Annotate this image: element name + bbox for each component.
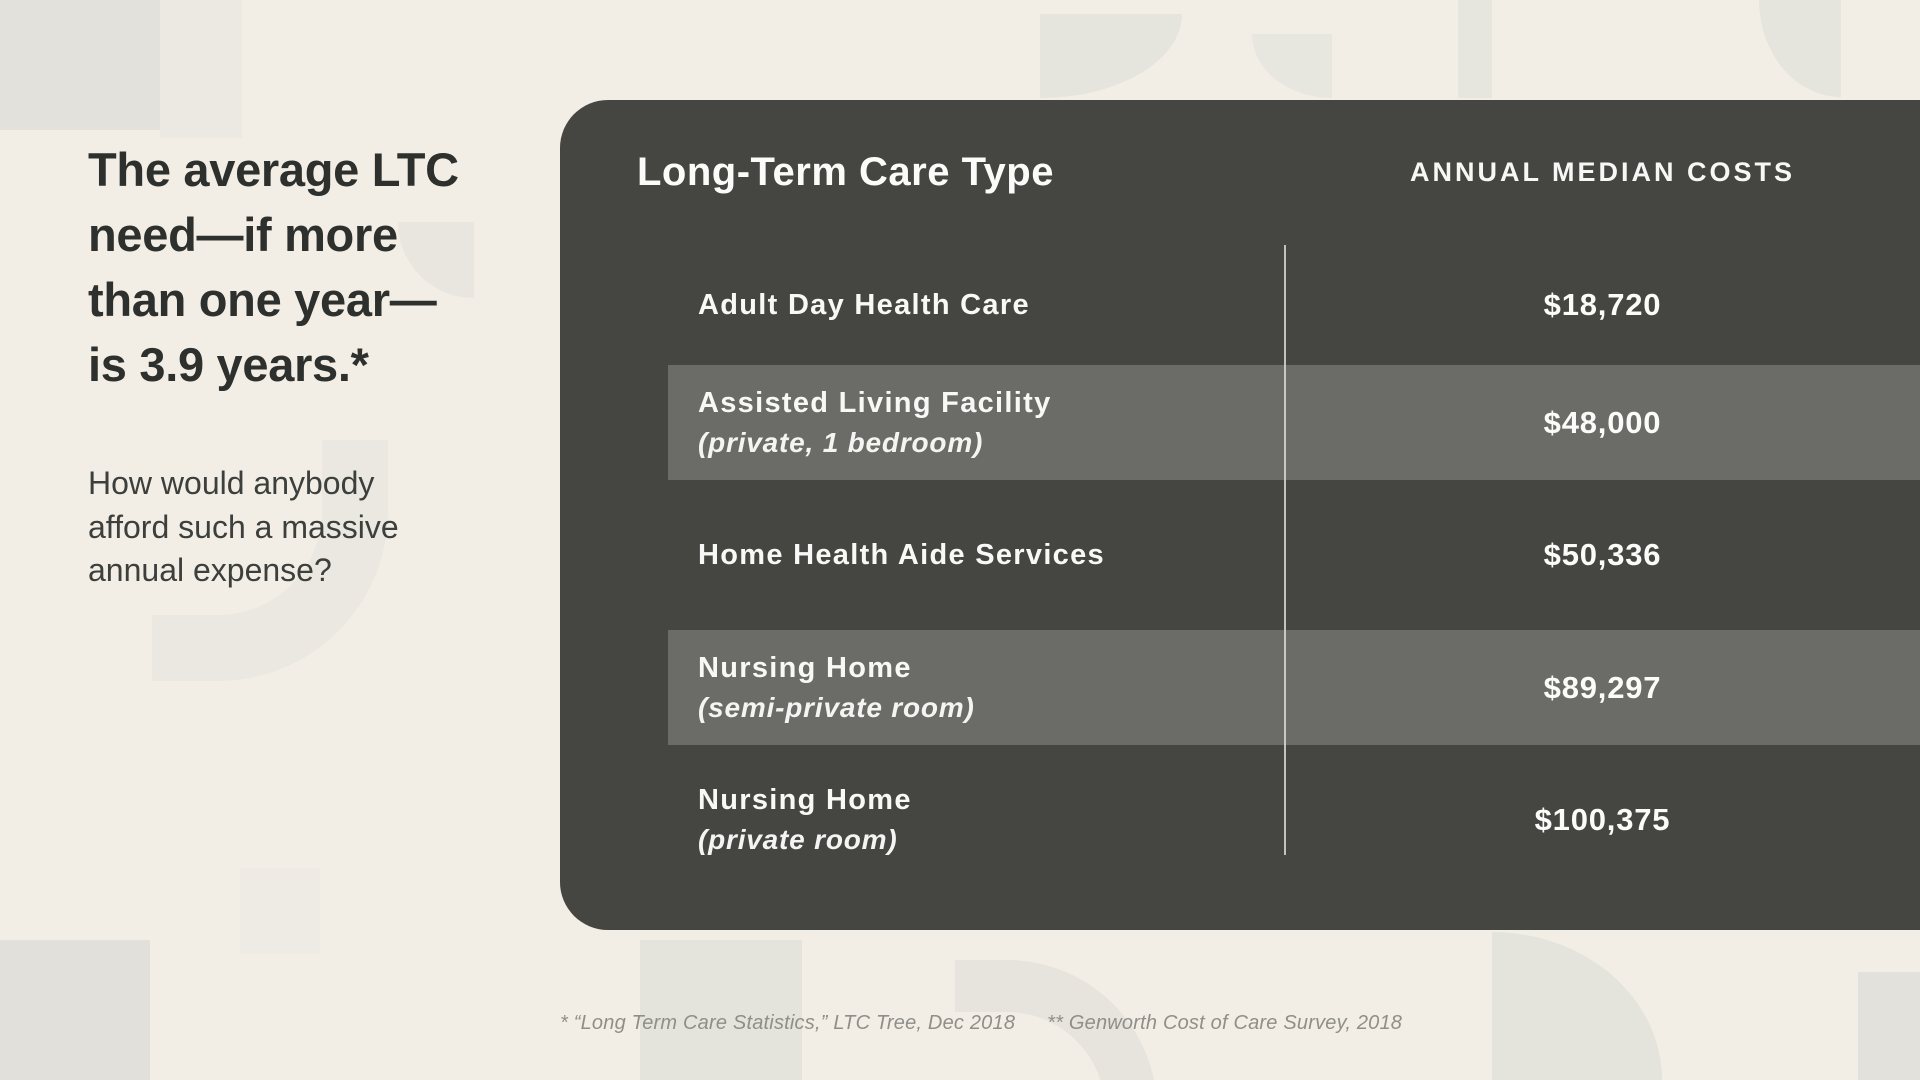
table-row-adult-day-health-care: Adult Day Health Care $18,720: [560, 245, 1920, 365]
footnote-ltc-tree: * “Long Term Care Statistics,” LTC Tree,…: [560, 1012, 1016, 1034]
headline: The average LTC need—if more than one ye…: [88, 143, 459, 391]
footnote-genworth: ** Genworth Cost of Care Survey, 2018: [1047, 1012, 1403, 1034]
care-type-label: Home Health Aide Services: [698, 539, 1105, 571]
cost-value: $48,000: [1543, 404, 1662, 440]
table-row-nursing-home-semi-private: Nursing Home (semi-private room) $89,297: [560, 630, 1920, 745]
decorative-quarter-circle: [1252, 34, 1332, 98]
decorative-block: [1458, 0, 1492, 98]
decorative-block: [160, 0, 242, 138]
decorative-block: [0, 0, 160, 130]
care-type-sublabel: (private room): [698, 824, 898, 855]
care-type-cell: Home Health Aide Services: [560, 535, 1285, 575]
column-divider: [1284, 245, 1286, 855]
cost-value: $89,297: [1543, 669, 1662, 705]
intro-panel: The average LTC need—if more than one ye…: [88, 138, 518, 397]
decorative-quarter-circle: [1040, 14, 1182, 98]
table-body: Adult Day Health Care $18,720 Assisted L…: [560, 245, 1920, 895]
decorative-block: [0, 940, 150, 1080]
subheadline: How would anybody afford such a massive …: [88, 465, 399, 589]
care-type-cell: Nursing Home (semi-private room): [560, 648, 1285, 728]
care-type-label: Adult Day Health Care: [698, 289, 1030, 321]
table-row-nursing-home-private: Nursing Home (private room) $100,375: [560, 745, 1920, 895]
table-header-annual-costs: ANNUAL MEDIAN COSTS: [1409, 157, 1795, 187]
care-type-cell: Assisted Living Facility (private, 1 bed…: [560, 383, 1285, 463]
cost-value: $18,720: [1543, 287, 1662, 322]
care-type-label: Nursing Home: [698, 651, 912, 684]
decorative-block: [240, 868, 320, 954]
care-type-sublabel: (semi-private room): [698, 691, 975, 723]
care-type-sublabel: (private, 1 bedroom): [698, 426, 984, 458]
decorative-block: [1858, 972, 1920, 1080]
cost-value: $100,375: [1534, 802, 1671, 837]
table-header-row: Long-Term Care Type ANNUAL MEDIAN COSTS: [560, 100, 1920, 245]
care-type-label: Nursing Home: [698, 784, 912, 816]
care-type-cell: Adult Day Health Care: [560, 285, 1285, 325]
cost-table-card: Long-Term Care Type ANNUAL MEDIAN COSTS …: [560, 100, 1920, 930]
table-header-care-type: Long-Term Care Type: [637, 150, 1054, 194]
care-type-label: Assisted Living Facility: [698, 386, 1052, 419]
decorative-block: [640, 940, 802, 1080]
care-type-cell: Nursing Home (private room): [560, 780, 1285, 860]
footnotes: * “Long Term Care Statistics,” LTC Tree,…: [560, 1012, 1402, 1035]
table-row-home-health-aide-services: Home Health Aide Services $50,336: [560, 480, 1920, 630]
decorative-quarter-circle: [1492, 932, 1662, 1080]
cost-value: $50,336: [1543, 537, 1662, 572]
decorative-quarter-circle: [1759, 0, 1841, 97]
table-row-assisted-living-facility: Assisted Living Facility (private, 1 bed…: [560, 365, 1920, 480]
